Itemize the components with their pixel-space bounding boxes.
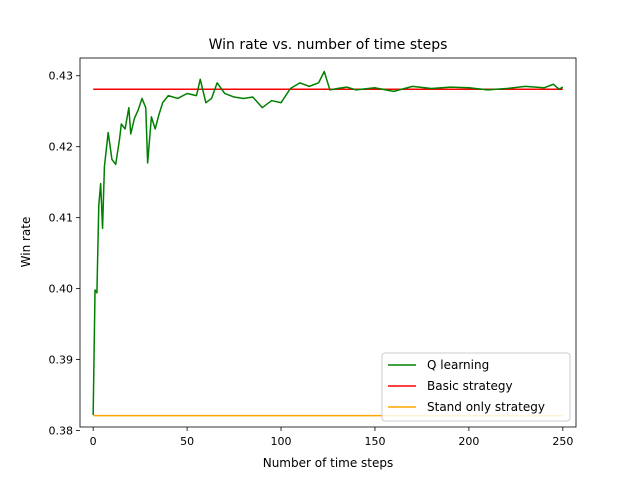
y-tick-label: 0.38 xyxy=(49,425,74,438)
legend: Q learning Basic strategy Stand only strat… xyxy=(381,352,571,422)
y-tick-label: 0.42 xyxy=(49,141,74,154)
y-axis-label: Win rate xyxy=(19,217,33,268)
plot-frame xyxy=(79,57,577,428)
legend-label: Q learning xyxy=(427,358,489,372)
legend-box xyxy=(381,352,571,422)
x-tick-label: 50 xyxy=(180,435,194,448)
x-tick-label: 150 xyxy=(364,435,385,448)
series-line-q-learning xyxy=(92,70,564,415)
x-axis-label: Number of time steps xyxy=(263,456,394,470)
legend-label: Stand only strategy xyxy=(427,400,545,414)
y-axis: 0.38 0.39 0.40 0.41 0.42 0.43 xyxy=(49,70,80,438)
y-tick-label: 0.39 xyxy=(49,354,74,367)
y-tick-label: 0.43 xyxy=(49,70,74,83)
x-tick-label: 200 xyxy=(458,435,479,448)
x-axis: 0 50 100 150 200 250 xyxy=(90,427,573,448)
legend-label: Basic strategy xyxy=(427,379,513,393)
x-tick-label: 100 xyxy=(271,435,292,448)
chart-title: Win rate vs. number of time steps xyxy=(209,37,448,53)
x-tick-label: 250 xyxy=(552,435,573,448)
x-tick-label: 0 xyxy=(90,435,97,448)
y-tick-label: 0.40 xyxy=(49,283,74,296)
y-tick-label: 0.41 xyxy=(49,212,74,225)
